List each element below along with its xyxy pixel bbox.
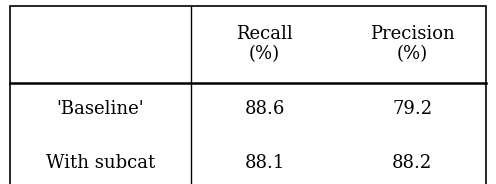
Text: 88.1: 88.1: [245, 154, 285, 172]
Text: 88.2: 88.2: [392, 154, 433, 172]
Text: 88.6: 88.6: [245, 100, 285, 118]
Text: 79.2: 79.2: [392, 100, 433, 118]
Text: With subcat: With subcat: [46, 154, 155, 172]
Text: Recall
(%): Recall (%): [236, 25, 293, 63]
Text: Precision
(%): Precision (%): [370, 25, 455, 63]
Text: 'Baseline': 'Baseline': [57, 100, 144, 118]
